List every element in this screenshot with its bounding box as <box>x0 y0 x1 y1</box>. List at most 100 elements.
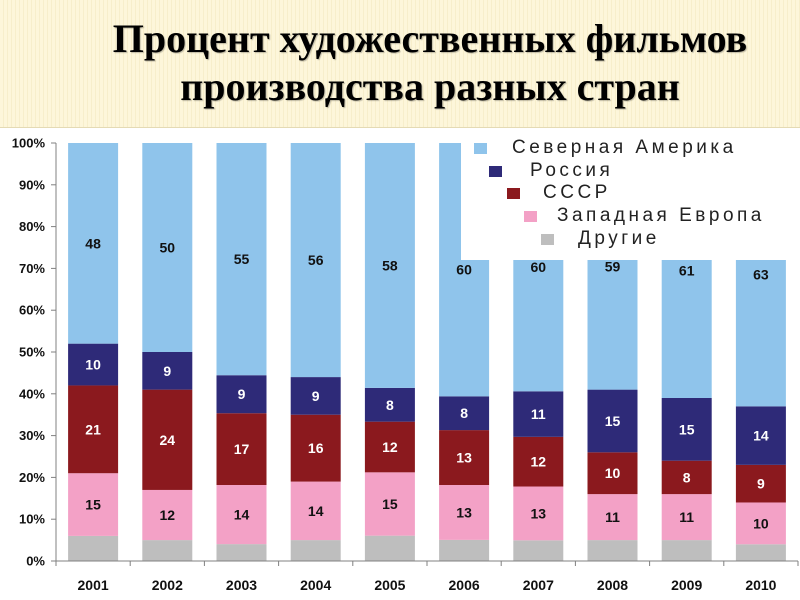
y-tick-label-30: 30% <box>19 428 45 443</box>
bar-segment-other-2002 <box>142 540 193 561</box>
y-tick-label-80: 80% <box>19 219 45 234</box>
data-label-ussr-2009: 8 <box>683 469 691 485</box>
bar-segment-western-europe-2001 <box>68 473 119 536</box>
legend-swatch-other <box>541 234 554 245</box>
x-tick-label-2004: 2004 <box>300 577 331 593</box>
bar-segment-ussr-2004 <box>290 414 341 482</box>
legend-label-ussr: СССР <box>543 182 611 203</box>
y-tick-label-0: 0% <box>26 554 45 569</box>
data-label-north-america-2002: 50 <box>160 240 176 256</box>
y-tick-labels: 0% 10% 20% 30% 40% 50% 60% 70% 80% 90% 100% <box>12 136 46 569</box>
x-tick-label-2003: 2003 <box>226 577 257 593</box>
data-label-ussr-2005: 12 <box>382 439 398 455</box>
data-label-north-america-2004: 56 <box>308 252 324 268</box>
bar-segment-north-america-2002 <box>142 143 193 352</box>
legend: Северная Америка Россия СССР Западная Ев… <box>461 136 797 260</box>
x-tick-label-2007: 2007 <box>523 577 554 593</box>
title-band: Процент художественных фильмов производс… <box>0 0 800 128</box>
bar-segment-other-2005 <box>364 535 415 561</box>
data-label-north-america-2006: 60 <box>456 262 472 278</box>
y-tick-label-50: 50% <box>19 345 45 360</box>
bar-segment-ussr-2007 <box>513 436 564 487</box>
bar-segment-russia-2001 <box>68 343 119 386</box>
legend-label-western-europe: Западная Европа <box>557 205 765 226</box>
data-label-ussr-2002: 24 <box>160 432 176 448</box>
data-label-ussr-2008: 10 <box>605 465 621 481</box>
bar-segment-russia-2010 <box>735 406 786 465</box>
chart-title-line-1: Процент художественных фильмов <box>112 16 748 61</box>
data-label-western-europe-2001: 15 <box>85 497 101 513</box>
bar-segment-russia-2009 <box>661 397 712 461</box>
bar-segment-ussr-2009 <box>661 460 712 495</box>
bar-segment-ussr-2002 <box>142 389 193 490</box>
data-label-russia-2006: 8 <box>460 405 468 421</box>
axes <box>51 142 799 566</box>
data-label-western-europe-2010: 10 <box>753 515 769 531</box>
bar-segment-western-europe-2006 <box>439 485 490 540</box>
data-label-russia-2003: 9 <box>238 386 246 402</box>
x-tick-label-2006: 2006 <box>449 577 480 593</box>
data-label-russia-2008: 15 <box>605 413 621 429</box>
data-label-ussr-2003: 17 <box>234 441 250 457</box>
x-tick-label-2002: 2002 <box>152 577 183 593</box>
data-label-western-europe-2005: 15 <box>382 496 398 512</box>
x-tick-labels: 2001 2002 2003 2004 2005 2006 2007 2008 2009 2010 <box>78 577 777 593</box>
bar-segment-other-2009 <box>661 540 712 561</box>
data-label-north-america-2003: 55 <box>234 251 250 267</box>
chart-title-line-2: производства разных стран <box>180 64 680 109</box>
y-tick-label-90: 90% <box>19 177 45 192</box>
y-tick-label-10: 10% <box>19 512 45 527</box>
bar-segment-ussr-2008 <box>587 452 638 495</box>
bar-segment-western-europe-2007 <box>513 486 564 541</box>
data-label-north-america-2009: 61 <box>679 262 695 278</box>
y-tick-label-40: 40% <box>19 386 45 401</box>
data-label-western-europe-2006: 13 <box>456 504 472 520</box>
data-label-north-america-2005: 58 <box>382 257 398 273</box>
data-label-russia-2004: 9 <box>312 388 320 404</box>
y-tick-label-70: 70% <box>19 261 45 276</box>
bar-segment-russia-2002 <box>142 352 193 390</box>
data-label-russia-2009: 15 <box>679 421 695 437</box>
data-label-russia-2002: 9 <box>163 363 171 379</box>
data-label-western-europe-2002: 12 <box>160 507 176 523</box>
bar-segment-western-europe-2008 <box>587 494 638 541</box>
y-tick-label-60: 60% <box>19 303 45 318</box>
data-label-ussr-2006: 13 <box>456 450 472 466</box>
bar-segment-north-america-2001 <box>68 143 119 344</box>
bar-segment-western-europe-2005 <box>364 472 415 536</box>
data-label-north-america-2007: 60 <box>531 259 547 275</box>
bar-segment-other-2007 <box>513 540 564 561</box>
bar-segment-russia-2008 <box>587 389 638 453</box>
bar-segment-western-europe-2004 <box>290 481 341 541</box>
bar-segment-russia-2003 <box>216 375 267 414</box>
bar-segment-other-2006 <box>439 539 490 561</box>
x-tick-label-2009: 2009 <box>671 577 702 593</box>
bar-segment-western-europe-2009 <box>661 494 712 541</box>
data-label-russia-2007: 11 <box>531 406 546 422</box>
bar-segment-north-america-2004 <box>290 143 341 378</box>
bar-segment-north-america-2003 <box>216 143 267 376</box>
bar-segment-north-america-2005 <box>364 143 415 388</box>
data-label-russia-2001: 10 <box>85 357 101 373</box>
bar-segment-other-2004 <box>290 540 341 561</box>
legend-swatch-russia <box>489 166 502 177</box>
bar-segment-russia-2007 <box>513 391 564 437</box>
bar-segment-western-europe-2010 <box>735 502 786 545</box>
data-label-north-america-2001: 48 <box>85 235 101 251</box>
bar-segment-other-2008 <box>587 540 638 561</box>
data-label-western-europe-2009: 11 <box>679 509 694 525</box>
data-label-western-europe-2008: 11 <box>605 509 620 525</box>
bar-segment-russia-2006 <box>439 396 490 431</box>
bar-segment-ussr-2003 <box>216 413 267 485</box>
x-tick-label-2001: 2001 <box>78 577 109 593</box>
bar-segment-other-2001 <box>68 535 119 561</box>
bar-segment-ussr-2010 <box>735 464 786 503</box>
y-tick-label-20: 20% <box>19 470 45 485</box>
bar-segment-western-europe-2003 <box>216 485 267 545</box>
data-label-russia-2005: 8 <box>386 397 394 413</box>
legend-label-other: Другие <box>578 228 660 249</box>
data-label-western-europe-2004: 14 <box>308 503 324 519</box>
data-label-north-america-2008: 59 <box>605 258 621 274</box>
bar-segment-ussr-2005 <box>364 421 415 473</box>
